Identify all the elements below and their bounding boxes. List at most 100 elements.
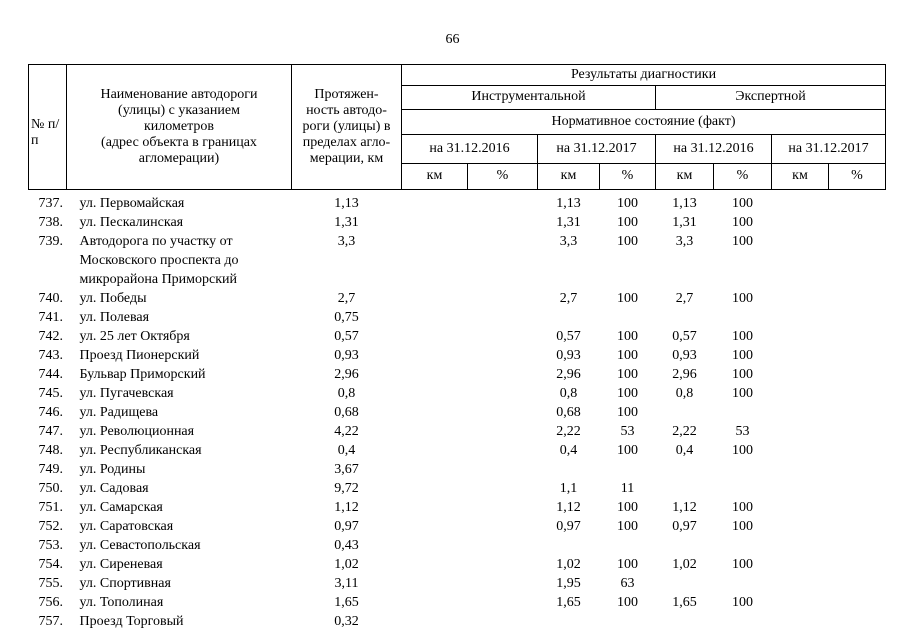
instr-2017-pct xyxy=(600,308,656,327)
instr-2017-pct xyxy=(600,460,656,479)
instr-2016-km xyxy=(402,232,468,289)
instr-2016-km xyxy=(402,289,468,308)
expert-2017-km xyxy=(772,498,829,517)
instr-2016-km xyxy=(402,213,468,232)
row-number: 752. xyxy=(38,519,64,534)
expert-2016-pct xyxy=(714,612,772,631)
expert-2016-pct: 100 xyxy=(732,443,753,458)
expert-2016-km xyxy=(656,403,714,422)
instr-2017-pct: 100 xyxy=(617,405,638,420)
length-km: 0,4 xyxy=(337,443,356,458)
instr-2016-km xyxy=(402,593,468,612)
road-name: Проезд Торговый xyxy=(79,614,184,629)
table-row: 744. Бульвар Приморский 2,96 2,96 100 2,96 100 xyxy=(29,365,886,384)
table-row: 742. ул. 25 лет Октября 0,57 0,57 100 0,57 100 xyxy=(29,327,886,346)
instr-2016-pct xyxy=(468,555,538,574)
instr-2016-pct xyxy=(468,289,538,308)
instr-2017-km: 2,22 xyxy=(556,424,581,439)
instr-2016-km xyxy=(402,327,468,346)
instr-2017-km: 0,68 xyxy=(556,405,581,420)
header-km: км xyxy=(537,163,600,190)
expert-2017-km xyxy=(772,612,829,631)
instr-2017-pct: 100 xyxy=(617,215,638,230)
table-row: 749. ул. Родины 3,67 xyxy=(29,460,886,479)
expert-2017-pct xyxy=(829,593,886,612)
expert-2017-km xyxy=(772,346,829,365)
table-row: 739. Автодорога по участку от Московского… xyxy=(29,232,886,289)
instr-2017-km: 1,31 xyxy=(556,215,581,230)
expert-2017-km xyxy=(772,308,829,327)
instr-2017-km: 0,57 xyxy=(556,329,581,344)
instr-2016-km xyxy=(402,460,468,479)
expert-2016-km: 0,8 xyxy=(675,386,694,401)
expert-2017-km xyxy=(772,213,829,232)
row-number: 738. xyxy=(38,215,64,230)
table-row: 737. ул. Первомайская 1,13 1,13 100 1,13 100 xyxy=(29,190,886,214)
expert-2016-km: 0,93 xyxy=(672,348,697,363)
instr-2017-km: 1,02 xyxy=(556,557,581,572)
expert-2016-pct: 100 xyxy=(732,215,753,230)
table-row: 746. ул. Радищева 0,68 0,68 100 xyxy=(29,403,886,422)
expert-2017-km xyxy=(772,441,829,460)
expert-2017-pct xyxy=(829,479,886,498)
expert-2016-pct xyxy=(714,479,772,498)
row-number: 739. xyxy=(38,234,64,249)
instr-2016-pct xyxy=(468,612,538,631)
expert-2016-km: 1,12 xyxy=(672,500,697,515)
expert-2016-km: 0,57 xyxy=(672,329,697,344)
instr-2017-km: 2,7 xyxy=(559,291,578,306)
row-number: 748. xyxy=(38,443,64,458)
road-name: ул. Радищева xyxy=(79,405,159,420)
table-row: 754. ул. Сиреневая 1,02 1,02 100 1,02 100 xyxy=(29,555,886,574)
expert-2016-pct: 100 xyxy=(732,367,753,382)
header-length: Протяжен- ность автодо- роги (улицы) в п… xyxy=(291,64,402,190)
road-name: Проезд Пионерский xyxy=(79,348,200,363)
instr-2016-km xyxy=(402,441,468,460)
expert-2017-pct xyxy=(829,232,886,289)
expert-2016-pct xyxy=(714,536,772,555)
header-pct: % xyxy=(467,163,538,190)
expert-2016-km: 2,22 xyxy=(672,424,697,439)
instr-2016-pct xyxy=(468,346,538,365)
instr-2016-pct xyxy=(468,213,538,232)
row-number: 740. xyxy=(38,291,64,306)
expert-2016-pct: 100 xyxy=(732,519,753,534)
length-km: 0,43 xyxy=(334,538,359,553)
instr-2017-pct: 100 xyxy=(617,595,638,610)
road-name: ул. Садовая xyxy=(79,481,149,496)
length-km: 9,72 xyxy=(334,481,359,496)
length-km: 0,8 xyxy=(337,386,356,401)
length-km: 0,93 xyxy=(334,348,359,363)
instr-2016-pct xyxy=(468,460,538,479)
header-km: км xyxy=(655,163,714,190)
instr-2017-pct: 100 xyxy=(617,557,638,572)
length-km: 3,67 xyxy=(334,462,359,477)
expert-2016-pct: 100 xyxy=(732,557,753,572)
header-instr-date-2016: на 31.12.2016 xyxy=(401,134,538,164)
expert-2017-pct xyxy=(829,346,886,365)
expert-2017-pct xyxy=(829,574,886,593)
expert-2016-km: 2,7 xyxy=(675,291,694,306)
table-row: 740. ул. Победы 2,7 2,7 100 2,7 100 xyxy=(29,289,886,308)
expert-2017-pct xyxy=(829,308,886,327)
expert-2016-pct: 100 xyxy=(732,595,753,610)
instr-2016-km xyxy=(402,536,468,555)
expert-2016-km: 1,31 xyxy=(672,215,697,230)
instr-2016-km xyxy=(402,422,468,441)
instr-2016-pct xyxy=(468,479,538,498)
expert-2017-pct xyxy=(829,403,886,422)
expert-2017-km xyxy=(772,536,829,555)
expert-2017-km xyxy=(772,479,829,498)
expert-2016-km xyxy=(656,574,714,593)
expert-2016-pct: 100 xyxy=(732,386,753,401)
expert-2016-pct: 100 xyxy=(732,348,753,363)
expert-2017-pct xyxy=(829,555,886,574)
instr-2016-km xyxy=(402,346,468,365)
table-row: 755. ул. Спортивная 3,11 1,95 63 xyxy=(29,574,886,593)
expert-2017-pct xyxy=(829,327,886,346)
road-name: ул. Самарская xyxy=(79,500,163,515)
length-km: 4,22 xyxy=(334,424,359,439)
instr-2016-pct xyxy=(468,422,538,441)
road-name: Автодорога по участку от Московского про… xyxy=(79,234,239,287)
instr-2017-km: 1,65 xyxy=(556,595,581,610)
